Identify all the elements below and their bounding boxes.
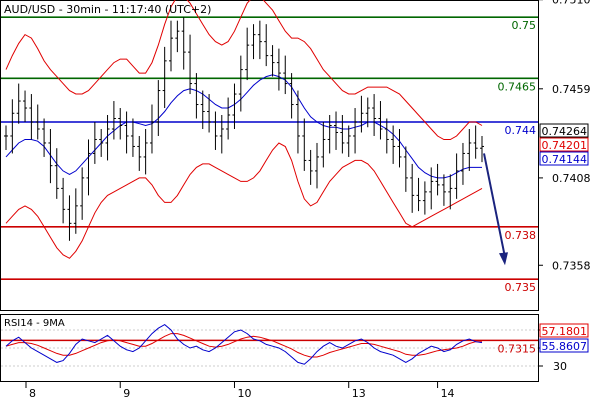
time-axis-label: 10: [237, 387, 251, 400]
price-bars-layer: [4, 17, 484, 241]
rsi-tag-label: 55.8607: [542, 340, 588, 353]
rsi-ma-line: [5, 333, 482, 358]
rsi-tag-box: [539, 323, 589, 338]
price-tag-label: 0.74144: [542, 153, 588, 166]
price-tag-label: 0.74201: [542, 139, 588, 152]
rsi-layer: [1, 323, 538, 367]
price-tag-box: [539, 137, 589, 152]
level-label: 0.7315: [498, 342, 537, 355]
bollinger-upper-line: [5, 0, 483, 140]
price-tag-box: [539, 123, 589, 138]
level-label: 0.735: [505, 281, 537, 294]
price-axis-label: 0.7408: [552, 172, 590, 185]
rsi-title: RSI14 - 9MA: [4, 318, 65, 329]
time-axis-label: 13: [352, 387, 366, 400]
level-label: 0.7465: [498, 80, 537, 93]
time-axis-label: 8: [29, 387, 36, 400]
projection-arrow-head: [499, 252, 508, 266]
price-panel-frame: [0, 0, 539, 311]
chart-title: AUD/USD - 30min - 11:17:40 (UTC+2): [4, 3, 211, 16]
projection-arrow-shaft: [483, 153, 506, 258]
rsi-tag-box: [539, 338, 589, 353]
time-axis-label: 14: [441, 387, 455, 400]
level-label: 0.744: [505, 124, 537, 137]
levels-layer: 0.75 0.7465 0.744 0.738 0.735 0.7315: [1, 16, 538, 355]
price-axis-label: 0.7459: [552, 83, 590, 96]
rsi-tag-label: 57.1801: [542, 325, 588, 338]
bollinger-layer: [5, 0, 483, 259]
projection-layer: [483, 153, 508, 266]
price-tag-label: 0.74264: [542, 125, 588, 138]
level-label: 0.738: [505, 229, 537, 242]
price-tag-box: [539, 151, 589, 166]
price-axis-label: 0.7358: [552, 259, 590, 272]
price-axis-label: 0.7510: [552, 0, 590, 7]
rsi-axis-label: 30: [553, 360, 567, 373]
time-axis-label: 9: [123, 387, 130, 400]
bollinger-lower-line: [5, 142, 483, 259]
rsi-line: [5, 323, 483, 365]
moving-average-line: [5, 74, 482, 179]
level-label: 0.75: [512, 19, 537, 32]
